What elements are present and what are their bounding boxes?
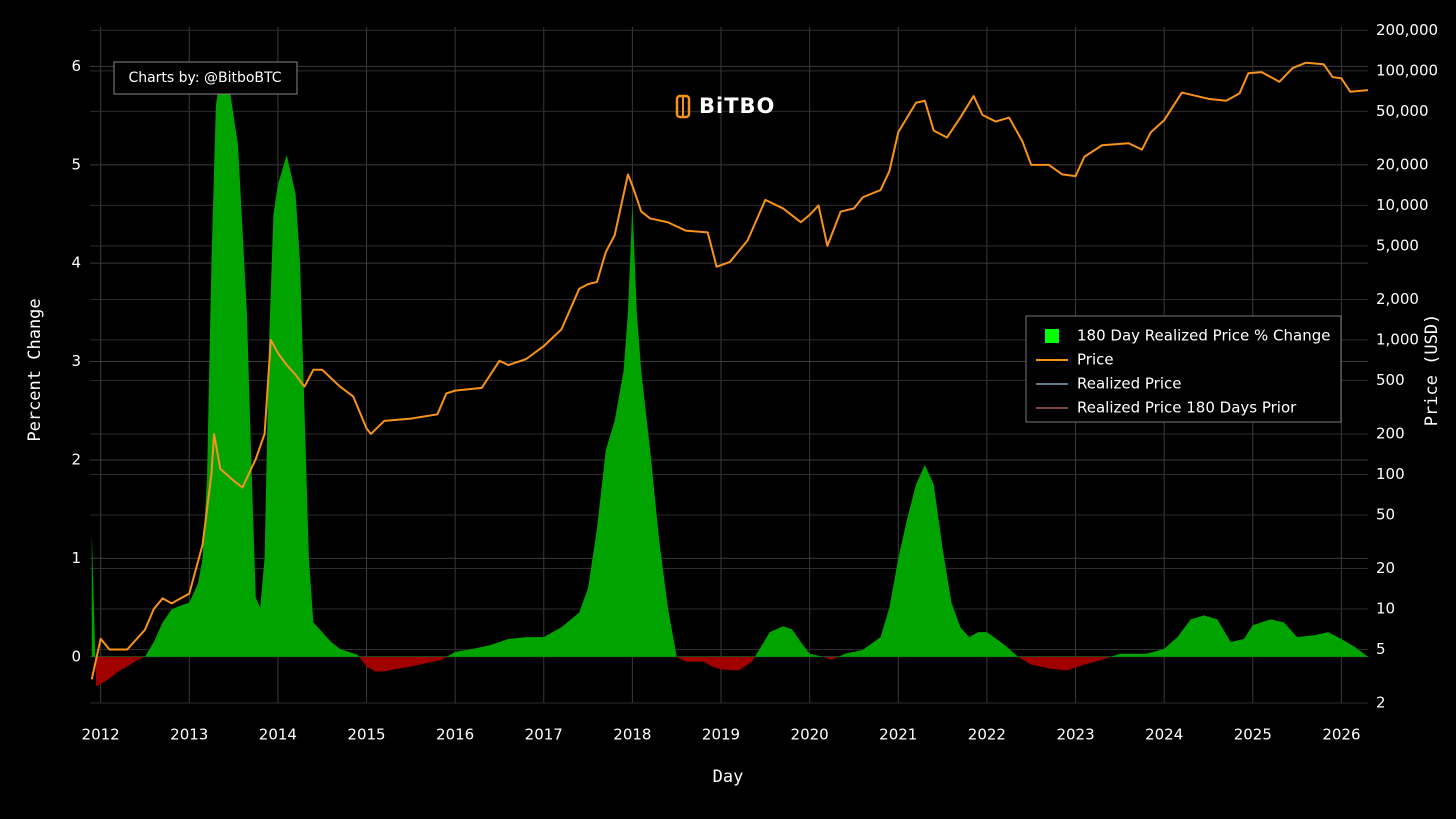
x-axis-title: Day [713, 767, 744, 787]
y2-tick-label: 200 [1376, 424, 1405, 442]
x-tick-label: 2019 [702, 726, 740, 744]
y-tick-label: 5 [71, 155, 81, 173]
annotation: Charts by: @BitboBTC [128, 70, 281, 86]
y2-tick-label: 50 [1376, 505, 1395, 523]
y2-tick-label: 5,000 [1376, 236, 1419, 254]
y-axis-title: Percent Change [25, 298, 45, 441]
y2-tick-label: 100 [1376, 465, 1405, 483]
x-tick-label: 2026 [1322, 726, 1360, 744]
y-tick-label: 3 [71, 352, 81, 370]
x-tick-label: 2021 [879, 726, 917, 744]
x-tick-label: 2015 [347, 726, 385, 744]
legend-box [1025, 315, 1342, 423]
logo: BiTBO [675, 94, 775, 119]
x-tick-label: 2018 [613, 726, 651, 744]
y-tick-label: 1 [71, 549, 81, 567]
x-tick-label: 2023 [1056, 726, 1094, 744]
y2-tick-label: 500 [1376, 371, 1405, 389]
legend-swatch [1045, 329, 1059, 343]
y2-tick-label: 10 [1376, 599, 1395, 617]
area [91, 76, 1368, 687]
x-tick-label: 2024 [1145, 726, 1183, 744]
y2-axis-title: Price (USD) [1422, 314, 1442, 427]
legend-label: Realized Price 180 Days Prior [1077, 399, 1297, 417]
y2-tick-label: 20 [1376, 559, 1395, 577]
y2-tick-label: 10,000 [1376, 196, 1429, 214]
price-line [90, 61, 1369, 680]
x-tick-label: 2022 [968, 726, 1006, 744]
legend-label: Realized Price [1077, 375, 1182, 393]
y2-tick-label: 2 [1376, 694, 1386, 712]
x-tick-label: 2014 [259, 726, 297, 744]
logo-text: BiTBO [699, 94, 775, 118]
y2-tick-label: 200,000 [1376, 21, 1438, 39]
y-tick-label: 6 [71, 57, 81, 75]
y2-tick-label: 100,000 [1376, 61, 1438, 79]
x-tick-label: 2016 [436, 726, 474, 744]
x-tick-label: 2017 [525, 726, 563, 744]
y2-tick-label: 1,000 [1376, 330, 1419, 348]
y-tick-label: 0 [71, 647, 81, 665]
x-tick-label: 2013 [170, 726, 208, 744]
legend-label: 180 Day Realized Price % Change [1077, 327, 1331, 345]
y2-tick-label: 5 [1376, 640, 1386, 658]
legend-label: Price [1077, 351, 1114, 369]
y2-tick-label: 50,000 [1376, 102, 1429, 120]
y-tick-label: 4 [71, 254, 81, 272]
y2-tick-label: 20,000 [1376, 155, 1429, 173]
x-tick-label: 2020 [791, 726, 829, 744]
y2-tick-label: 2,000 [1376, 290, 1419, 308]
x-tick-label: 2025 [1234, 726, 1272, 744]
annotation-box [113, 61, 298, 95]
y-tick-label: 2 [71, 450, 81, 468]
x-tick-label: 2012 [82, 726, 120, 744]
